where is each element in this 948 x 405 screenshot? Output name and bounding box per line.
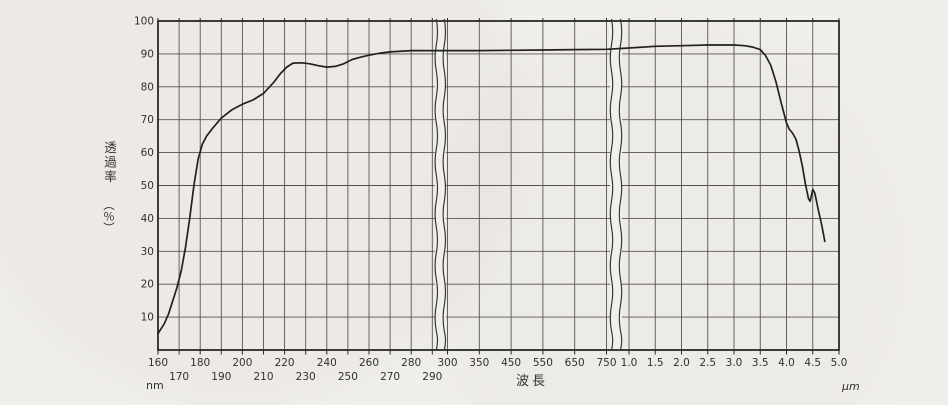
x-tick-label: 550 xyxy=(533,357,553,369)
x-tick-label: 5.0 xyxy=(831,357,848,369)
x-tick-label: 4.0 xyxy=(778,357,795,369)
y-tick-label: 20 xyxy=(141,279,154,291)
axis-break-band xyxy=(434,22,446,349)
x-tick-label: 4.5 xyxy=(804,357,821,369)
y-tick-label: 30 xyxy=(141,246,154,258)
x-tick-label: 650 xyxy=(565,357,585,369)
axis-break-wavy-line xyxy=(609,18,614,351)
x-tick-label: 3.5 xyxy=(752,357,769,369)
y-axis-title-text: 透過率 xyxy=(102,141,117,185)
y-tick-label: 80 xyxy=(141,81,154,93)
transmittance-curve xyxy=(157,44,826,335)
x-tick-label: 220 xyxy=(275,357,295,369)
x-tick-label: 300 xyxy=(437,357,457,369)
x-tick-label: 240 xyxy=(317,357,337,369)
y-tick-label: 60 xyxy=(141,147,154,159)
x-tick-label: 1.5 xyxy=(647,357,664,369)
y-tick-label: 70 xyxy=(141,114,154,126)
x-tick-label: 260 xyxy=(359,357,379,369)
axis-break-wavy-line xyxy=(442,18,447,351)
y-tick-label: 10 xyxy=(141,312,154,324)
x-tick-label: 200 xyxy=(232,357,252,369)
x-tick-label: 250 xyxy=(338,371,358,383)
x-tick-label: 230 xyxy=(296,371,316,383)
x-tick-label: 450 xyxy=(501,357,521,369)
plot-border xyxy=(157,20,840,351)
x-axis-title: 波長 xyxy=(516,374,549,389)
x-tick-label: 3.0 xyxy=(726,357,743,369)
x-tick-label: 750 xyxy=(596,357,616,369)
axis-break-wavy-line xyxy=(434,18,439,351)
x-unit-nm-label: nm xyxy=(146,379,164,392)
x-tick-label: 170 xyxy=(169,371,189,383)
x-tick-label: 270 xyxy=(380,371,400,383)
y-tick-label: 40 xyxy=(141,213,154,225)
x-tick-label: 160 xyxy=(148,357,168,369)
y-axis-title: 透過率 （％） xyxy=(100,141,119,234)
x-tick-label: 190 xyxy=(211,371,231,383)
x-tick-label: 2.0 xyxy=(673,357,690,369)
y-axis-unit: （％） xyxy=(102,199,116,234)
x-unit-um-label: μm xyxy=(842,380,860,393)
y-tick-label: 90 xyxy=(141,48,154,60)
y-tick-label: 50 xyxy=(141,180,154,192)
x-tick-label: 210 xyxy=(253,371,273,383)
x-tick-label: 290 xyxy=(422,371,442,383)
y-tick-label: 100 xyxy=(134,16,154,28)
x-tick-label: 280 xyxy=(401,357,421,369)
x-tick-label: 350 xyxy=(469,357,489,369)
x-tick-label: 180 xyxy=(190,357,210,369)
axis-break-wavy-line xyxy=(618,18,623,351)
x-tick-label: 2.5 xyxy=(699,357,716,369)
x-tick-label: 1.0 xyxy=(621,357,638,369)
